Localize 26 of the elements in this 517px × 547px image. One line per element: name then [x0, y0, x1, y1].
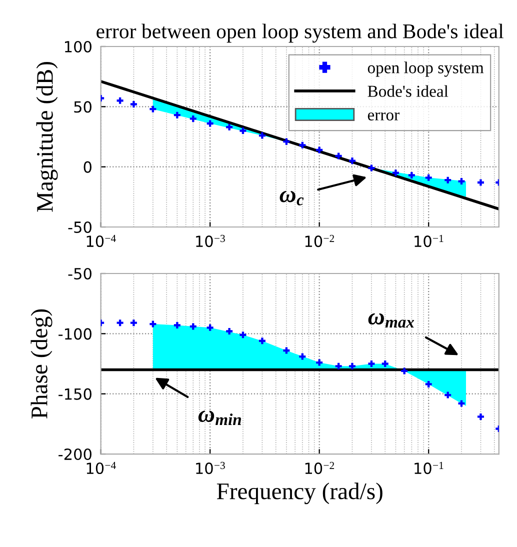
- y-tick-label: 100: [65, 40, 92, 53]
- annotation: ω$_{min}$: [198, 410, 242, 426]
- x-tick-label: 10$^{−3}$: [196, 462, 225, 474]
- x-tick-label: 10$^{−2}$: [305, 462, 334, 474]
- x-tick-label: 10$^{−4}$: [86, 462, 116, 474]
- x-tick-label: 10$^{−4}$: [86, 234, 116, 248]
- legend-label: open loop system: [368, 62, 484, 77]
- x-tick-label: 10$^{−1}$: [414, 234, 444, 248]
- legend-label: Bode's ideal: [368, 85, 448, 97]
- x-tick-label: 10$^{−2}$: [305, 234, 334, 248]
- chart-title: error between open loop system and Bode's ideal: [96, 24, 504, 43]
- x-tick-label: 10$^{−1}$: [414, 462, 444, 474]
- annotation: ω$_{max}$: [368, 313, 414, 328]
- y-axis-title: Phase (deg): [30, 309, 52, 418]
- y-tick-label: 50: [74, 101, 92, 113]
- y-tick-label: -150: [58, 388, 92, 400]
- y-tick-label: -100: [58, 328, 92, 340]
- annotation: ω$_{c}$: [280, 190, 304, 206]
- y-tick-label: 0: [84, 161, 92, 173]
- x-tick-label: 10$^{−3}$: [196, 234, 225, 248]
- x-axis-title: Frequency (rad/s): [216, 482, 382, 504]
- y-tick-label: -50: [68, 268, 92, 280]
- legend-label: error: [368, 112, 400, 120]
- y-tick-label: -200: [58, 448, 92, 460]
- y-axis-title: Magnitude (dB): [36, 62, 58, 212]
- y-tick-label: -50: [68, 221, 92, 234]
